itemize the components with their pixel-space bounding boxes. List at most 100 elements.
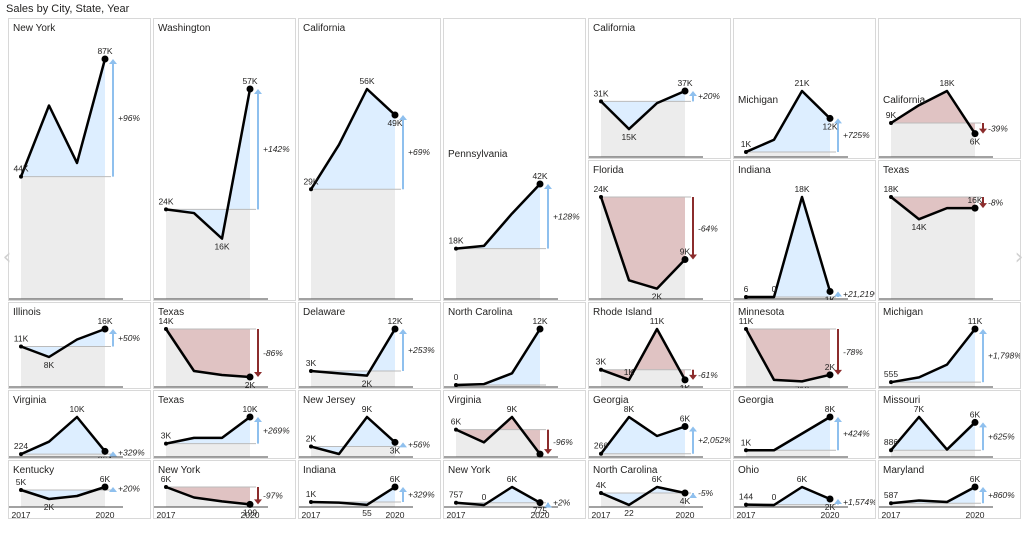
chart-panel[interactable]: -8% 18K 14K 16K Texas (878, 160, 1021, 301)
chart-panel[interactable]: +96% 44K 87K New York (8, 18, 151, 301)
value-label-second: 0 (772, 492, 777, 502)
visual-title: Sales by City, State, Year (6, 3, 130, 15)
panel-svg: -78% 11K 712 2K (734, 316, 863, 388)
chart-panel[interactable]: 0 12K North Carolina (443, 302, 586, 389)
chart-panel[interactable]: -97% 6K 199 2017 2020 New York (153, 460, 296, 519)
variance-label: -64% (698, 223, 718, 233)
point-first (889, 380, 893, 385)
point-last (536, 180, 544, 188)
panel-title: California (883, 95, 926, 106)
chart-panel[interactable]: +20% 5K 2K 6K 2017 2020 Kentucky (8, 460, 151, 519)
value-label-first: 0 (454, 372, 459, 382)
panel-svg: +128% 18K 42K (444, 171, 580, 300)
value-label-last: 775 (533, 506, 547, 516)
chart-panel[interactable]: -5% 4K 6K 22 4K 2017 2020 North Carolina (588, 460, 731, 519)
variance-area (746, 329, 830, 382)
point-last (971, 204, 979, 212)
panel-svg: -61% 3K 1K 11K 1K (589, 316, 718, 389)
variance-area (456, 184, 540, 249)
point-first (164, 207, 168, 212)
value-label-last: 9K (680, 247, 691, 257)
chart-panel[interactable]: +329% 1K 55 6K 2017 2020 Indiana (298, 460, 441, 519)
chart-panel[interactable]: +69% 29K 56K 49K California (298, 18, 441, 301)
value-label-max: 9K (507, 404, 518, 414)
chart-panel[interactable]: +21,219% 6 0 18K 1K Indiana (733, 160, 876, 301)
variance-label: +860% (988, 490, 1015, 500)
panel-title: Illinois (13, 307, 41, 318)
point-last (246, 413, 254, 421)
chart-panel[interactable]: +2% 757 0 6K 775 2017 2020 New York (443, 460, 586, 519)
value-label-last: 964 (98, 454, 112, 459)
panel-svg: +50% 11K 8K 16K (9, 316, 140, 388)
panel-title: Pennsylvania (448, 149, 508, 160)
chart-panel[interactable]: +424% 1K 8K Georgia (733, 390, 876, 459)
series-line (165, 415, 251, 445)
panel-title: Missouri (883, 395, 921, 406)
chart-panel[interactable]: +56% 2K 9K 236 3K New Jersey (298, 390, 441, 459)
point-first (19, 344, 23, 349)
panel-title: Georgia (593, 395, 629, 406)
baseline-area (456, 385, 540, 387)
chart-panel[interactable]: +253% 3K 2K 12K Delaware (298, 302, 441, 389)
chart-panel[interactable]: -39% 9K 18K 6K California (878, 18, 1021, 159)
variance-area (891, 329, 975, 383)
chart-panel[interactable]: +1,798% 555 11K Michigan (878, 302, 1021, 389)
chevron-left-icon[interactable]: ‹ (2, 245, 12, 270)
series-line (164, 328, 251, 379)
panel-title: New York (13, 23, 56, 34)
x-tick-label: 2017 (157, 510, 176, 519)
chart-panel[interactable]: +1,574% 144 0 6K 2K 2017 2020 Ohio (733, 460, 876, 519)
x-tick-label: 2017 (302, 510, 321, 519)
chart-panel[interactable]: -78% 11K 712 2K Minnesota (733, 302, 876, 389)
chart-panel[interactable]: -61% 3K 1K 11K 1K Rhode Island (588, 302, 731, 389)
variance-arrow-head (689, 254, 697, 260)
series-line (20, 327, 106, 359)
chart-panel[interactable]: -86% 14K 2K Texas (153, 302, 296, 389)
chart-panel[interactable]: -96% 6K 9K 210 Virginia (443, 390, 586, 459)
chart-panel[interactable]: +860% 587 6K 2017 2020 Maryland (878, 460, 1021, 519)
x-tick-label: 2020 (241, 510, 260, 519)
value-label-last: 11K (968, 316, 983, 326)
series-line (600, 89, 686, 131)
baseline-area (891, 450, 975, 457)
chart-panel[interactable]: -64% 24K 2K 9K Florida (588, 160, 731, 301)
chart-panel[interactable]: +269% 3K 10K Texas (153, 390, 296, 459)
variance-arrow-head (979, 329, 987, 334)
variance-label: +50% (118, 333, 140, 343)
chart-panel[interactable]: +50% 11K 8K 16K Illinois (8, 302, 151, 389)
chart-panel[interactable]: +20% 31K 15K 37K California (588, 18, 731, 159)
chart-panel[interactable]: +2,052% 266 8K 6K Georgia (588, 390, 731, 459)
panel-title: Maryland (883, 465, 925, 476)
value-label-first: 24K (593, 184, 608, 194)
value-label-max: 11K (650, 316, 665, 326)
point-first (889, 448, 893, 453)
value-label-last: 1K (680, 383, 691, 389)
value-label-last: 199 (243, 507, 257, 517)
point-first (164, 485, 168, 489)
panel-svg: +725% 1K 21K 12K (734, 78, 870, 158)
panel-title: Georgia (738, 395, 774, 406)
chart-panel[interactable]: +329% 224 10K 964 Virginia (8, 390, 151, 459)
chevron-right-icon[interactable]: › (1014, 245, 1024, 270)
chart-panel[interactable]: +625% 886 7K 6K Missouri (878, 390, 1021, 459)
value-label-max: 18K (939, 78, 954, 88)
series-line (744, 328, 831, 383)
baseline-area (891, 123, 975, 157)
panel-title: Virginia (13, 395, 47, 406)
chart-panel[interactable]: +725% 1K 21K 12K Michigan (733, 18, 876, 159)
chart-panel[interactable]: +128% 18K 42K Pennsylvania (443, 18, 586, 301)
variance-label: +725% (843, 130, 870, 140)
value-label-second: 1K (624, 367, 635, 377)
point-first (599, 195, 603, 199)
panel-title: Washington (158, 23, 211, 34)
value-label-first: 3K (306, 358, 317, 368)
series-line (745, 195, 832, 299)
baseline-area (311, 371, 395, 387)
point-last (826, 114, 834, 122)
value-label-min: 2K (44, 502, 55, 512)
value-label-first: 2K (306, 434, 317, 444)
point-first (19, 488, 23, 492)
chart-panel[interactable]: +142% 24K 16K 57K Washington (153, 18, 296, 301)
value-label-last: 2K (245, 380, 256, 389)
value-label-first: 18K (448, 236, 463, 246)
